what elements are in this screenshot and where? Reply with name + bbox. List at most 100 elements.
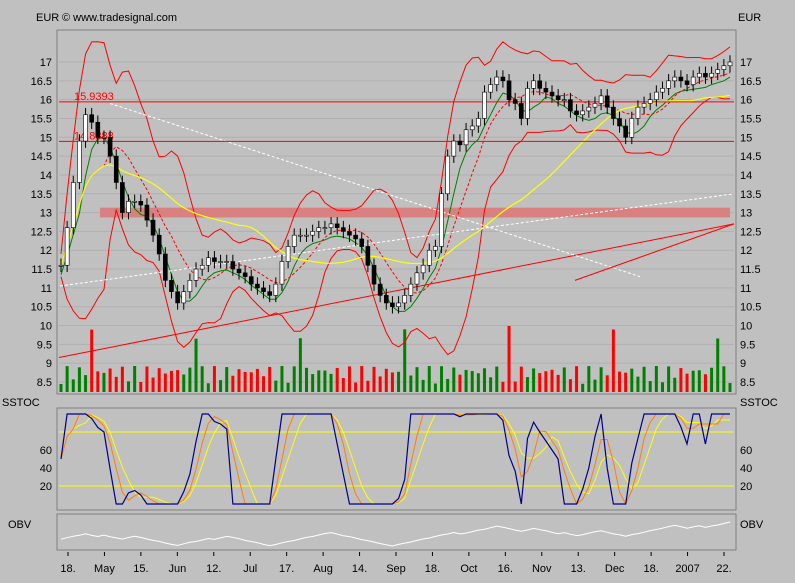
volume-bar [151,377,155,392]
price-bar-body [58,264,64,267]
horizontal-level-label: 14.8888 [74,130,114,142]
volume-bar [513,381,517,392]
volume-bar [372,366,376,392]
x-tick-label: 18. [425,563,440,575]
price-bar-body [666,80,671,89]
price-bar-body [623,125,628,138]
price-bar-body [255,283,260,289]
price-bar-body [654,91,659,100]
volume-bar [323,370,327,392]
price-bar-body [285,246,291,262]
price-bar-body [341,227,346,232]
volume-bar [120,366,124,392]
price-bar-body [120,182,125,213]
price-bar-body [322,227,328,229]
x-tick-label: Sep [386,563,406,575]
price-tick-label-left: 10 [40,321,52,333]
volume-bar [335,367,339,392]
volume-bar [249,372,253,392]
price-bar-body [377,283,383,296]
price-bars [58,55,733,314]
currency-label-right: EUR [738,12,761,24]
price-bar-body [101,136,107,139]
price-tick-label-left: 13.5 [31,189,52,201]
price-axis-right: 17 16.5 16 15.5 15 14.5 14 13.5 13 12.5 12 11.5 11 10… [740,57,761,389]
volume-bar [305,367,309,392]
volume-bar [397,371,401,392]
price-bar-body [64,227,70,266]
price-bar-body [568,99,573,112]
price-bar-body [592,103,598,108]
volume-bar [427,366,431,392]
volume-bar [366,380,370,392]
price-bar-body [187,280,193,292]
price-bar-body [617,118,622,127]
volume-bar [212,366,216,392]
price-axis-left: 17 16.5 16 15.5 15 14.5 14 13.5 13 12.5 12 11.5 11 10… [31,57,52,389]
volume-bar [440,366,444,392]
price-tick-label-left: 12.5 [31,226,52,238]
price-bar-body [181,291,187,304]
price-bar-body [310,231,315,236]
x-axis: 18. May 15. Jun 12. Jul 17. Aug 14. Sep 18. Oct 16. N… [60,552,732,575]
volume-bar [489,377,493,392]
x-tick-label: 16. [498,563,513,575]
x-tick-label: Jun [168,563,186,575]
x-tick-label: 22. [716,563,731,575]
price-bar-body [169,280,174,292]
volume-bar [550,369,554,392]
price-bar-body [439,193,444,247]
price-bar-body [555,95,561,100]
resistance-band [100,207,730,218]
volume-bar [611,329,615,392]
volume-bar [286,382,290,392]
price-bar-body [512,99,518,104]
price-bar-body [144,204,150,221]
volume-bar [464,369,468,392]
price-tick-label-left: 13 [40,208,52,220]
price-tick-label-right: 13 [740,208,752,220]
volume-bar [538,373,542,392]
x-tick-label: Nov [532,563,552,575]
price-bar-body [476,118,481,127]
oscillator-title-left: SSTOC [2,397,40,409]
price-bar-body [113,155,119,183]
volume-bar [691,370,695,392]
horizontal-level-label: 15.9393 [74,91,114,103]
price-bar-body [660,88,665,93]
volume-bar [660,382,664,392]
volume-bar [556,374,560,392]
price-bar-body [525,88,530,119]
volume-bar [409,375,413,392]
price-bar-body [273,283,279,296]
volume-bars [59,326,732,392]
price-tick-label-left: 15 [40,132,52,144]
price-bar-body [396,302,401,308]
volume-bar [654,366,658,392]
volume-bar [415,367,419,392]
x-tick-label: 18. [60,563,75,575]
volume-bar [446,378,450,392]
price-tick-label-right: 9 [740,358,746,370]
price-bar-body [543,88,549,93]
price-tick-label-right: 16 [740,95,752,107]
volume-bar [458,374,462,392]
price-bar-body [132,200,137,203]
volume-bar [532,368,536,392]
price-bar-body [721,65,727,70]
price-bar-body [580,110,585,116]
volume-bar [716,338,720,392]
price-tick-label-right: 13.5 [740,189,761,201]
price-bar-body [163,253,168,281]
obv-line [60,521,731,547]
obv-title-right: OBV [740,519,764,531]
price-tick-label-left: 9.5 [37,339,52,351]
price-tick-label-right: 12 [740,245,752,257]
volume-bar [127,381,131,392]
price-bar-body [390,302,395,308]
volume-bar [317,370,321,392]
x-tick-label: Jul [243,563,257,575]
volume-bar [268,366,272,392]
volume-bar [519,366,523,392]
volume-bar [575,366,579,392]
